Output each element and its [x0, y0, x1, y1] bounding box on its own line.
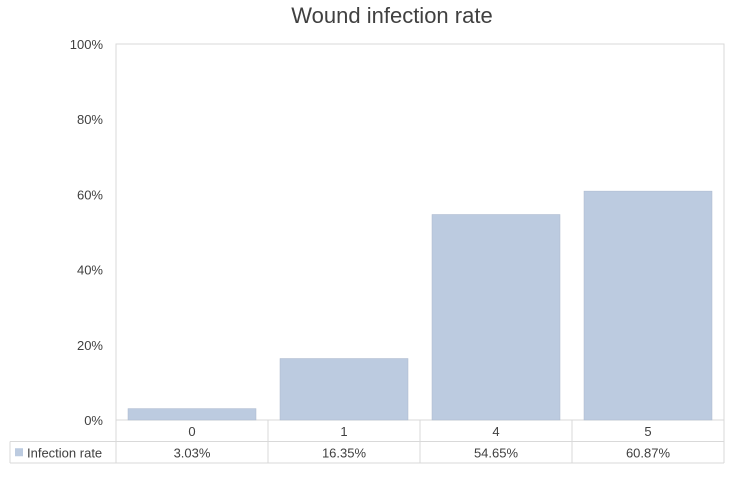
y-tick-label: 100%: [70, 37, 104, 52]
y-tick-label: 0%: [84, 413, 103, 428]
y-tick-label: 80%: [77, 112, 103, 127]
legend-label: Infection rate: [27, 445, 102, 460]
bar-4: [431, 214, 561, 421]
data-label: 3.03%: [174, 445, 211, 460]
data-label: 16.35%: [322, 445, 367, 460]
data-label: 60.87%: [626, 445, 671, 460]
legend-key: [15, 448, 23, 457]
y-tick-label: 40%: [77, 263, 103, 278]
chart-title: Wound infection rate: [291, 3, 492, 28]
category-label: 1: [340, 424, 347, 439]
bar-5: [583, 190, 713, 421]
category-label: 0: [188, 424, 195, 439]
y-tick-label: 20%: [77, 338, 103, 353]
bar-1: [279, 358, 409, 421]
data-label: 54.65%: [474, 445, 519, 460]
category-label: 4: [492, 424, 499, 439]
category-label: 5: [644, 424, 651, 439]
bar-0: [127, 408, 257, 421]
y-tick-label: 60%: [77, 187, 103, 202]
